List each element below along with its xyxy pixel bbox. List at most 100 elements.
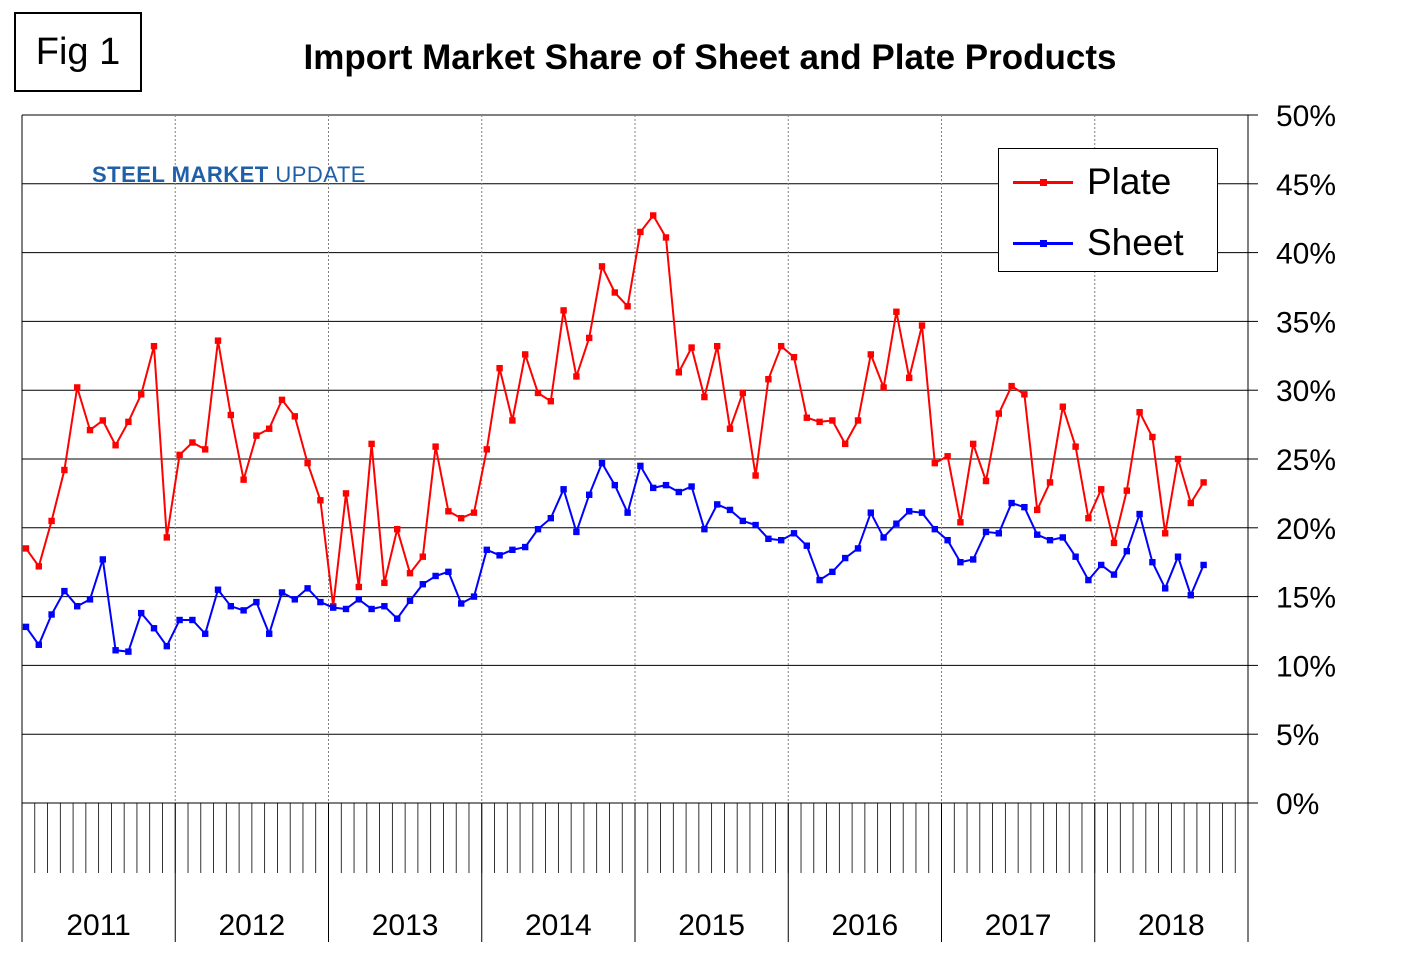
data-point-plate xyxy=(227,411,234,419)
data-point-plate xyxy=(573,373,580,380)
data-point-plate xyxy=(803,414,810,421)
data-point-sheet xyxy=(125,648,132,655)
data-point-sheet xyxy=(150,625,158,632)
data-point-sheet xyxy=(970,556,977,563)
data-point-sheet xyxy=(22,623,30,631)
data-point-sheet xyxy=(573,528,580,536)
data-point-plate xyxy=(1072,443,1079,450)
legend-swatch-plate xyxy=(1013,162,1073,202)
data-point-plate xyxy=(189,439,196,446)
year-label: 2013 xyxy=(372,909,439,942)
data-point-sheet xyxy=(714,501,721,508)
steel-market-update-logo: STEEL MARKET UPDATE xyxy=(92,136,392,216)
data-point-plate xyxy=(1174,455,1182,463)
data-point-plate xyxy=(458,514,465,522)
data-point-sheet xyxy=(995,530,1002,537)
data-point-plate xyxy=(547,398,554,405)
data-point-plate xyxy=(790,353,798,361)
series-lines xyxy=(22,212,1207,655)
data-point-plate xyxy=(816,418,823,426)
data-point-sheet xyxy=(1059,534,1066,541)
data-point-sheet xyxy=(394,615,401,622)
data-point-plate xyxy=(1059,403,1066,410)
data-point-plate xyxy=(1021,391,1028,398)
data-point-sheet xyxy=(470,593,478,600)
data-point-plate xyxy=(1123,487,1130,494)
data-point-sheet xyxy=(624,509,631,516)
data-point-plate xyxy=(1187,499,1194,507)
data-point-plate xyxy=(1162,530,1169,537)
data-point-sheet xyxy=(1200,561,1207,569)
data-point-sheet xyxy=(778,536,785,544)
data-point-plate xyxy=(394,525,401,533)
data-point-plate xyxy=(355,583,362,591)
data-point-sheet xyxy=(1136,510,1143,518)
data-point-plate xyxy=(688,344,695,351)
data-point-sheet xyxy=(61,587,68,595)
y-tick-label: 30% xyxy=(1276,375,1336,408)
year-label: 2015 xyxy=(678,909,745,942)
data-point-sheet xyxy=(586,491,593,498)
data-point-sheet xyxy=(112,647,119,654)
year-label: 2011 xyxy=(66,909,131,942)
data-point-sheet xyxy=(957,559,964,566)
data-point-sheet xyxy=(1098,561,1105,569)
data-point-sheet xyxy=(304,585,311,592)
data-point-sheet xyxy=(739,517,746,525)
y-tick-label: 40% xyxy=(1276,238,1336,271)
data-point-plate xyxy=(739,389,746,397)
data-point-plate xyxy=(918,322,926,329)
year-label: 2016 xyxy=(832,909,899,942)
data-point-sheet xyxy=(509,546,516,554)
data-point-sheet xyxy=(1046,536,1054,544)
data-point-sheet xyxy=(48,611,55,618)
data-point-sheet xyxy=(368,605,375,613)
data-point-plate xyxy=(765,375,772,383)
y-tick-labels: 0% 5% 10% 15% 20% 25% 30% 35% 40% 45% 50% xyxy=(1276,100,1336,821)
data-point-plate xyxy=(906,374,913,382)
data-point-sheet xyxy=(176,616,183,624)
data-point-sheet xyxy=(266,630,273,637)
y-tick-label: 35% xyxy=(1276,306,1336,339)
data-point-sheet xyxy=(1021,503,1028,511)
data-point-sheet xyxy=(291,596,298,603)
data-point-sheet xyxy=(522,543,529,551)
data-point-sheet xyxy=(650,484,657,492)
data-point-plate xyxy=(611,289,618,296)
data-point-sheet xyxy=(906,508,913,515)
data-point-plate xyxy=(970,440,977,448)
data-point-plate xyxy=(48,517,55,525)
data-point-plate xyxy=(880,384,887,391)
data-point-plate xyxy=(854,417,862,424)
data-point-sheet xyxy=(381,603,388,610)
data-point-plate xyxy=(304,459,311,467)
data-point-plate xyxy=(637,228,644,236)
data-point-sheet xyxy=(458,600,465,607)
year-label: 2012 xyxy=(219,909,286,942)
data-point-sheet xyxy=(790,530,798,537)
logo-text: STEEL MARKET UPDATE xyxy=(92,162,366,188)
y-tick-label: 45% xyxy=(1276,169,1336,202)
data-point-plate xyxy=(214,337,222,344)
data-point-sheet xyxy=(867,509,874,516)
data-point-plate xyxy=(1200,479,1207,486)
x-axis-ticks xyxy=(21,803,1249,873)
legend-label-sheet: Sheet xyxy=(1087,222,1184,263)
data-point-plate xyxy=(982,477,990,485)
data-point-sheet xyxy=(1187,592,1194,599)
y-tick-label: 25% xyxy=(1276,444,1336,477)
data-point-sheet xyxy=(330,604,337,611)
data-point-plate xyxy=(957,519,964,526)
data-point-plate xyxy=(317,497,324,504)
legend-swatch-sheet xyxy=(1013,223,1073,263)
data-point-plate xyxy=(342,490,350,497)
data-point-plate xyxy=(1149,433,1156,441)
data-point-sheet xyxy=(918,509,926,516)
data-point-sheet xyxy=(163,642,170,650)
data-point-sheet xyxy=(189,616,196,624)
year-labels: 2011 2012 2013 2014 2015 2016 2017 2018 xyxy=(66,909,1204,942)
data-point-sheet xyxy=(765,535,772,543)
data-point-sheet xyxy=(419,581,426,588)
legend-item-plate: Plate xyxy=(1013,161,1171,202)
data-point-sheet xyxy=(1034,531,1041,538)
